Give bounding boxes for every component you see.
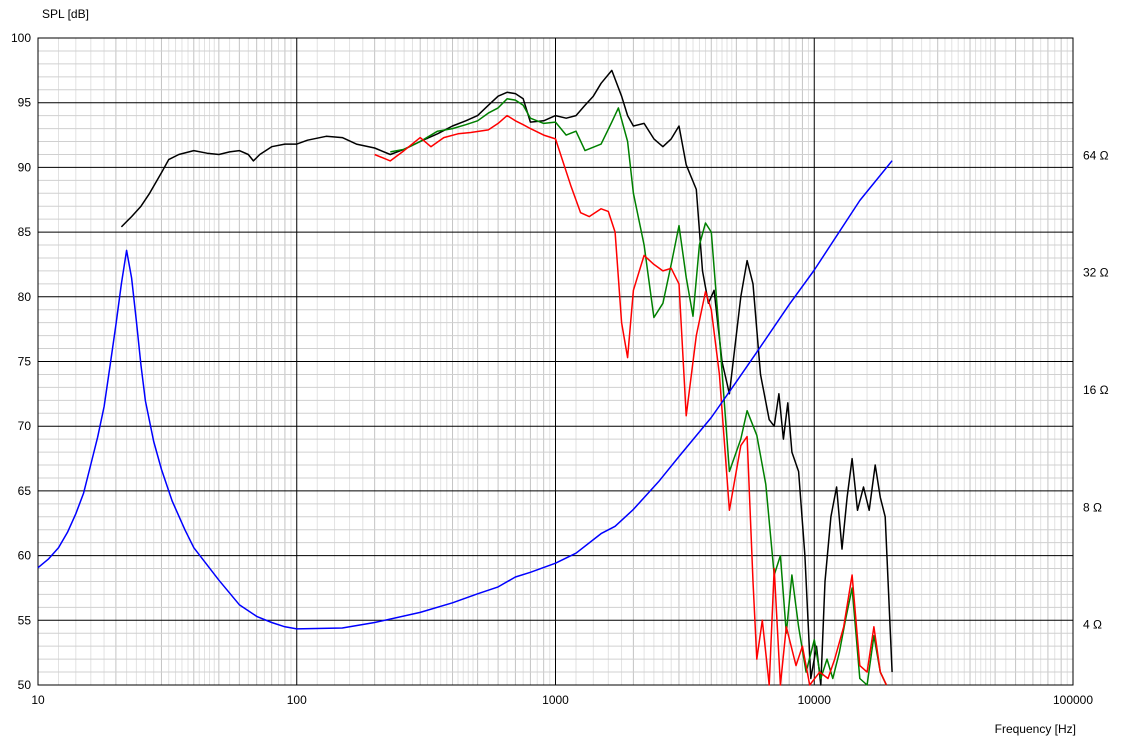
y2-tick-labels: 64 Ω 32 Ω 16 Ω 8 Ω 4 Ω — [1083, 148, 1109, 631]
y-tick-labels: 100 95 90 85 80 75 70 65 60 55 50 — [11, 31, 31, 692]
x-tick-label: 100000 — [1053, 693, 1093, 707]
y2-tick-label: 64 Ω — [1083, 148, 1109, 162]
x-tick-label: 1000 — [542, 693, 569, 707]
y-tick-label: 50 — [18, 678, 32, 692]
y-tick-label: 75 — [18, 355, 32, 369]
x-tick-label: 100 — [287, 693, 307, 707]
y-tick-label: 80 — [18, 290, 32, 304]
y2-tick-label: 4 Ω — [1083, 618, 1102, 632]
series-line-3 — [37, 160, 893, 630]
x-tick-label: 10000 — [798, 693, 832, 707]
y-tick-label: 85 — [18, 225, 32, 239]
y-tick-label: 70 — [18, 419, 32, 433]
x-tick-labels: 10 100 1000 10000 100000 — [31, 693, 1093, 707]
y-tick-label: 55 — [18, 613, 32, 627]
y-tick-label: 65 — [18, 484, 32, 498]
major-grid — [37, 37, 1074, 686]
y-tick-label: 90 — [18, 160, 32, 174]
x-tick-label: 10 — [31, 693, 45, 707]
y2-tick-label: 32 Ω — [1083, 266, 1109, 280]
series-layer — [37, 69, 893, 686]
y2-tick-label: 16 Ω — [1083, 383, 1109, 397]
plot-frame — [37, 37, 1074, 686]
y-tick-label: 60 — [18, 549, 32, 563]
series-line-2 — [374, 114, 888, 686]
x-axis-title: Frequency [Hz] — [995, 722, 1076, 736]
series-line-1 — [390, 98, 888, 686]
y2-tick-label: 8 Ω — [1083, 500, 1102, 514]
y-axis-title: SPL [dB] — [42, 7, 89, 21]
y-tick-label: 95 — [18, 96, 32, 110]
y-tick-label: 100 — [11, 31, 31, 45]
series-line-0 — [120, 69, 893, 686]
